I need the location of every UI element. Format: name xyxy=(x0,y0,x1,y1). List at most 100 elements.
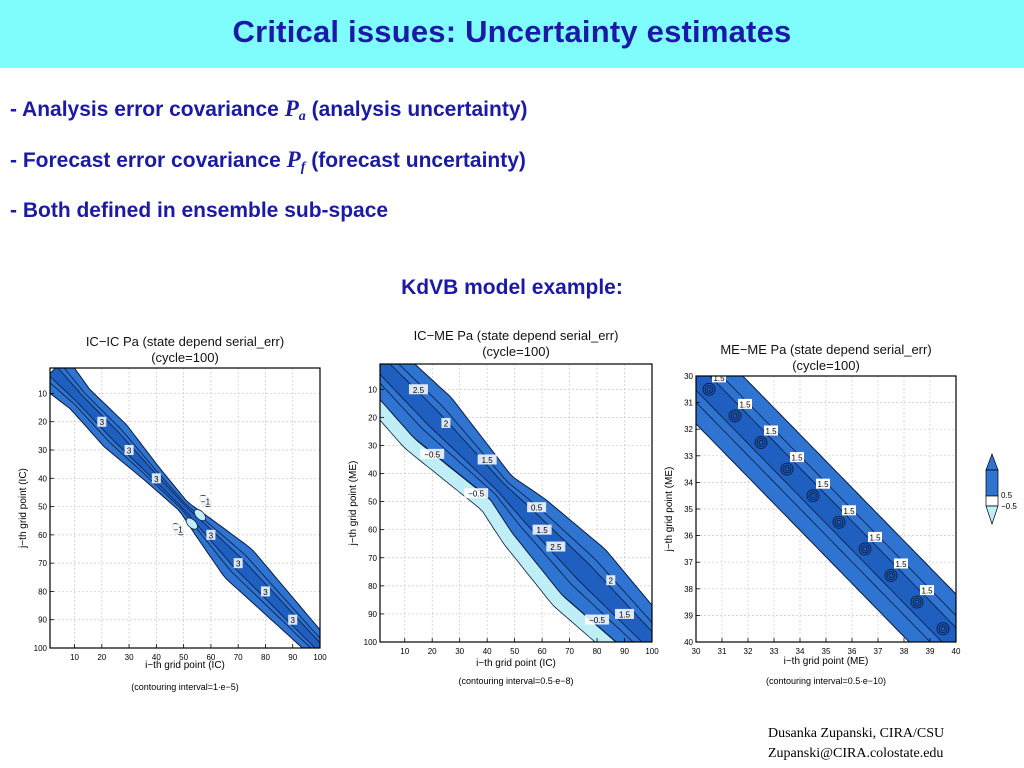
x-tick-label: 38 xyxy=(900,647,909,656)
peak-label: 1.5 xyxy=(791,454,803,463)
peak-contour xyxy=(806,489,820,503)
x-tick-label: 30 xyxy=(455,647,464,656)
y-tick-label: 32 xyxy=(684,425,693,434)
chart-title: IC−IC Pa (state depend serial_err) xyxy=(86,334,284,349)
contour-label-bg xyxy=(606,575,616,586)
x-tick-label: 100 xyxy=(313,653,327,662)
x-tick-label: 50 xyxy=(179,653,188,662)
contour-label-bg xyxy=(97,416,107,427)
chart-subtitle: (cycle=100) xyxy=(151,350,219,365)
contour-label-bg xyxy=(124,445,134,456)
x-tick-label: 33 xyxy=(770,647,779,656)
analysis-covariance-subscript: a xyxy=(298,109,306,124)
contour-label: −1 xyxy=(201,497,211,506)
y-tick-label: 37 xyxy=(684,558,693,567)
bullet-analysis-covariance: - Analysis error covariance Pa (analysis… xyxy=(10,96,528,125)
legend-positive-label: 0.5 xyxy=(1001,491,1013,500)
peak-contour xyxy=(858,542,872,556)
y-tick-label: 40 xyxy=(684,638,693,647)
x-tick-label: 80 xyxy=(261,653,270,662)
inner-contour xyxy=(50,368,320,648)
peak-label-bg xyxy=(790,452,804,463)
peak-label: 1.5 xyxy=(895,560,907,569)
x-tick-label: 35 xyxy=(822,647,831,656)
peak-contour xyxy=(886,571,896,580)
peak-label: 1.5 xyxy=(843,507,855,516)
y-tick-label: 80 xyxy=(368,582,377,591)
y-tick-label: 100 xyxy=(34,644,48,653)
peak-contour xyxy=(910,595,924,609)
y-tick-label: 38 xyxy=(684,585,693,594)
x-tick-label: 37 xyxy=(874,647,883,656)
contour-label: 1.5 xyxy=(537,526,549,535)
x-tick-label: 20 xyxy=(97,653,106,662)
peak-label-bg xyxy=(712,376,726,383)
forecast-covariance-symbol: P xyxy=(286,147,301,172)
contour-label: −1 xyxy=(174,526,184,535)
plot-me-me: ME−ME Pa (state depend serial_err)(cycle… xyxy=(664,342,1017,686)
x-tick-label: 10 xyxy=(400,647,409,656)
y-axis-label: j−th grid point (ME) xyxy=(664,467,675,553)
peak-contour xyxy=(832,515,846,529)
x-axis-label: i−th grid point (ME) xyxy=(784,656,869,667)
contour-label: −0.5 xyxy=(589,616,605,625)
contour-label-bg xyxy=(288,614,298,625)
y-tick-label: 50 xyxy=(368,498,377,507)
peak-label-bg xyxy=(920,585,934,596)
contour-label: 1.5 xyxy=(482,456,494,465)
negative-lobe xyxy=(193,508,207,522)
y-tick-label: 50 xyxy=(38,503,47,512)
contour-interval-note: (contouring interval=1∙e−5) xyxy=(131,682,239,692)
y-tick-label: 34 xyxy=(684,478,693,487)
peak-contour xyxy=(782,464,792,474)
peak-label-bg xyxy=(816,478,830,489)
contour-label-bg xyxy=(464,488,489,499)
peak-contour xyxy=(702,382,716,396)
y-tick-label: 35 xyxy=(684,505,693,514)
band-group: 3 3 3 −1 −1 3 3 3 3 xyxy=(50,368,320,648)
y-tick-label: 33 xyxy=(684,452,693,461)
x-tick-label: 40 xyxy=(152,653,161,662)
peak-contour xyxy=(884,569,898,582)
y-tick-label: 40 xyxy=(38,474,47,483)
contour-label: 2 xyxy=(609,577,614,586)
title-bar xyxy=(0,0,1024,68)
legend-positive-swatch xyxy=(985,453,999,471)
peak-contour xyxy=(860,544,870,554)
y-tick-label: 30 xyxy=(368,441,377,450)
plot-frame xyxy=(379,363,653,643)
y-tick-label: 20 xyxy=(368,413,377,422)
y-tick-label: 60 xyxy=(368,526,377,535)
contour-label-bg xyxy=(527,502,547,513)
peak-label: 1.5 xyxy=(713,374,725,383)
credit-author: Dusanka Zupanski, CIRA/CSU xyxy=(768,726,945,741)
band-group: 2.52−0.51.5−0.50.51.52.521.5−0.5 xyxy=(380,364,652,642)
x-tick-label: 90 xyxy=(620,647,629,656)
inner-contour xyxy=(50,368,320,648)
contour-label: −0.5 xyxy=(424,450,440,459)
x-tick-label: 100 xyxy=(645,647,659,656)
y-tick-label: 20 xyxy=(38,418,47,427)
x-tick-label: 34 xyxy=(796,647,805,656)
y-axis-label: j−th grid point (IC) xyxy=(18,468,29,549)
y-tick-label: 70 xyxy=(38,559,47,568)
y-tick-label: 31 xyxy=(684,399,693,408)
band-group: 1.5 1.5 1.5 1.5 1.5 1.5 1.5 1.5 1.5 xyxy=(696,374,956,642)
contour-label-bg xyxy=(532,524,552,535)
y-tick-label: 90 xyxy=(38,616,47,625)
bullet-forecast-covariance: - Forecast error covariance Pf (forecast… xyxy=(10,147,526,176)
peak-contour xyxy=(888,573,894,578)
peak-contour xyxy=(862,546,868,552)
peak-contour xyxy=(756,438,766,447)
example-label: KdVB model example: xyxy=(401,276,623,299)
bullet-analysis-prefix: - Analysis error covariance xyxy=(10,98,285,121)
x-tick-label: 80 xyxy=(593,647,602,656)
contour-label-bg xyxy=(585,614,610,625)
plot-ic-ic: IC−IC Pa (state depend serial_err)(cycle… xyxy=(18,334,327,692)
peak-contour xyxy=(914,599,920,605)
peak-contour xyxy=(936,622,950,636)
y-tick-label: 60 xyxy=(38,531,47,540)
contour-label: 3 xyxy=(263,588,268,597)
contour-label: 2.5 xyxy=(550,543,562,552)
contour-interval-note: (contouring interval=0.5∙e−10) xyxy=(766,676,886,686)
